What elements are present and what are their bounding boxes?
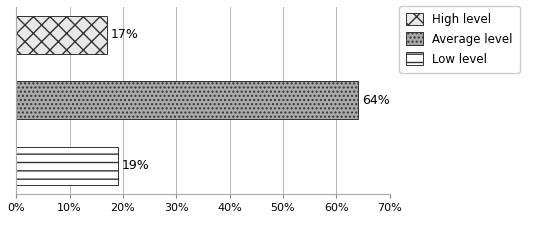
Bar	[16, 147, 117, 185]
Text: 64%: 64%	[362, 94, 390, 107]
Text: 17%: 17%	[111, 28, 139, 41]
Legend: High level, Average level, Low level: High level, Average level, Low level	[399, 5, 520, 73]
Bar	[16, 81, 358, 119]
Text: 19%: 19%	[122, 160, 149, 173]
Bar	[16, 16, 107, 54]
